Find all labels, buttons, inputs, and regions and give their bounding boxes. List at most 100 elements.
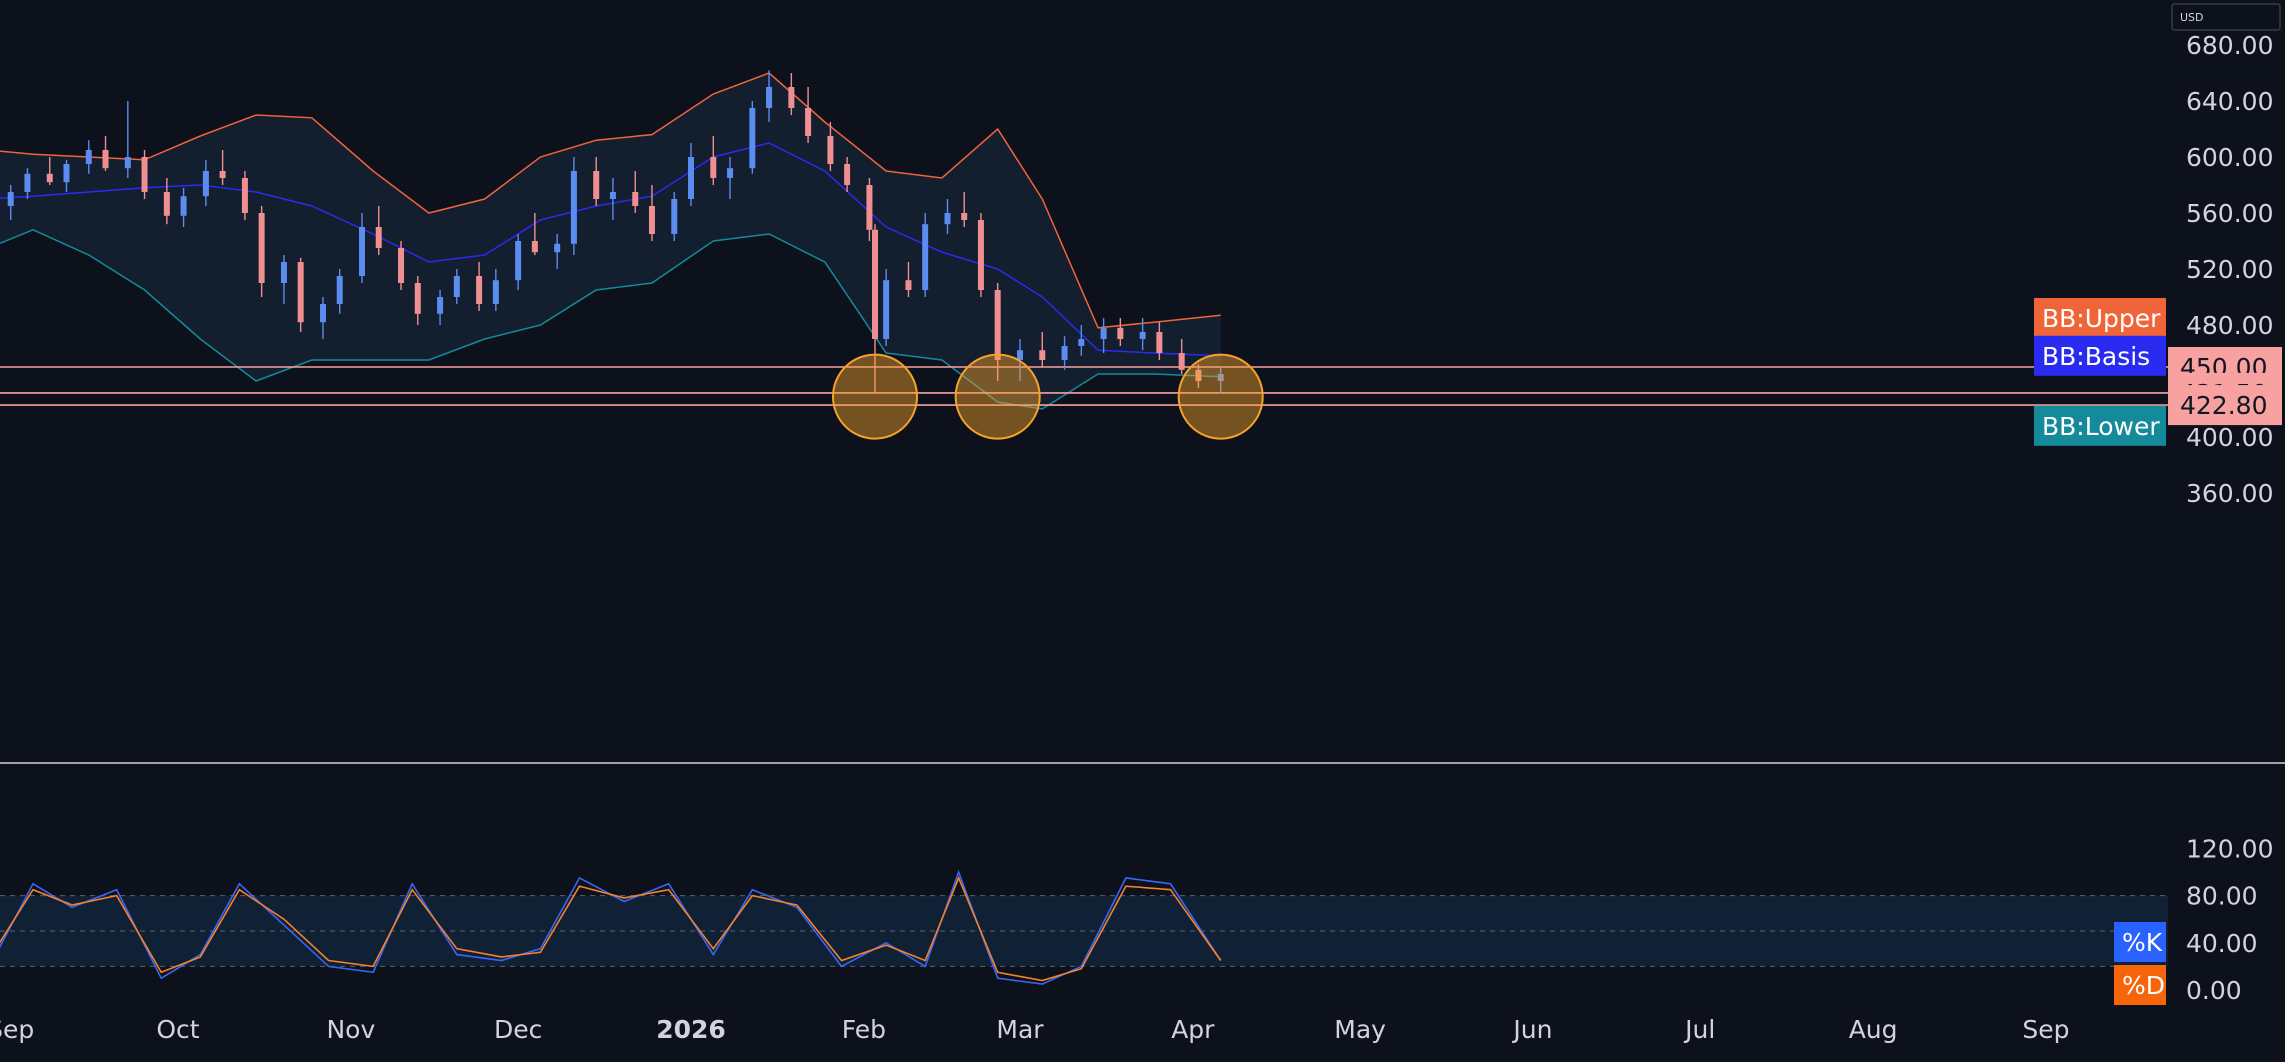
candle[interactable] [1217, 367, 1224, 394]
candle-body [749, 108, 756, 169]
candle[interactable] [844, 157, 851, 192]
candle[interactable] [515, 234, 522, 290]
candle-body [1016, 350, 1023, 360]
candle[interactable] [671, 192, 678, 241]
candle[interactable] [46, 157, 53, 185]
candle[interactable] [609, 178, 616, 220]
candle[interactable] [1178, 339, 1185, 374]
candle[interactable] [1117, 318, 1124, 346]
candle[interactable] [280, 255, 287, 304]
stoch-tag-bg [2114, 922, 2166, 962]
candle[interactable] [1061, 336, 1068, 370]
candle[interactable] [124, 101, 131, 178]
candle[interactable] [749, 101, 756, 174]
price-axis[interactable]: 680.00 640.00 600.00 560.00 520.00 480.00 400.… [2034, 31, 2282, 1005]
candle-body [219, 171, 226, 178]
candle[interactable] [453, 269, 460, 304]
indicator-tag[interactable]: BB:Lower [2034, 405, 2166, 446]
stochastic-pane[interactable] [0, 869, 2168, 985]
candle[interactable] [827, 122, 834, 171]
candle-body [1039, 350, 1046, 360]
candle[interactable] [414, 276, 421, 325]
candle[interactable] [7, 185, 14, 220]
candle[interactable] [241, 171, 248, 220]
candle[interactable] [336, 269, 343, 314]
candle[interactable] [102, 136, 109, 171]
candle[interactable] [648, 185, 655, 241]
stoch-series-tag[interactable]: %D [2114, 965, 2166, 1005]
indicator-tag[interactable]: BB:Upper [2034, 298, 2166, 338]
candle[interactable] [727, 157, 734, 199]
candle-body [336, 276, 343, 304]
indicator-tag-text: BB:Lower [2042, 412, 2160, 441]
candle[interactable] [141, 150, 148, 199]
price-pane[interactable] [0, 70, 2168, 440]
candle[interactable] [872, 224, 878, 394]
candle[interactable] [1156, 322, 1163, 360]
candle[interactable] [202, 159, 209, 206]
candle[interactable] [570, 157, 577, 255]
currency-badge[interactable]: USD [2171, 3, 2281, 31]
candle-body [977, 220, 984, 290]
time-axis-label: Nov [326, 1015, 375, 1044]
candle[interactable] [994, 283, 1001, 381]
candle[interactable] [492, 269, 499, 311]
candle-body [141, 157, 148, 192]
candle[interactable] [866, 178, 873, 241]
candle[interactable] [805, 87, 812, 143]
candle[interactable] [710, 136, 717, 185]
price-tick-label: 400.00 [2186, 423, 2273, 452]
support-circle[interactable] [1177, 353, 1264, 440]
candle[interactable] [1100, 318, 1107, 353]
candle[interactable] [375, 206, 382, 255]
candle[interactable] [961, 192, 968, 227]
candle[interactable] [63, 159, 70, 192]
candle[interactable] [788, 73, 795, 115]
candle-body [359, 227, 366, 276]
candle[interactable] [905, 262, 912, 297]
candle-body [648, 206, 655, 234]
candle[interactable] [531, 213, 538, 255]
candle[interactable] [24, 168, 31, 199]
candle[interactable] [258, 206, 265, 297]
candle[interactable] [319, 297, 326, 339]
candle[interactable] [398, 241, 405, 290]
candle[interactable] [687, 143, 694, 206]
candle[interactable] [1039, 332, 1046, 367]
candle[interactable] [922, 213, 929, 297]
candle[interactable] [437, 290, 444, 325]
support-circle[interactable] [954, 353, 1041, 440]
candle[interactable] [554, 234, 561, 269]
candle[interactable] [476, 262, 483, 311]
candle[interactable] [297, 257, 304, 332]
time-axis-label: Apr [1171, 1015, 1215, 1044]
level-price-tag[interactable]: 422.80 [2168, 385, 2282, 426]
candle-body [961, 213, 968, 220]
support-circle[interactable] [832, 353, 918, 440]
indicator-tag[interactable]: BB:Basis [2034, 335, 2166, 376]
candle[interactable] [977, 213, 984, 297]
time-axis[interactable]: Sep Oct Nov Dec 2026 Feb Mar Apr May Jun Jul Aug Sep [0, 1015, 2070, 1044]
stoch-series-tag[interactable]: %K [2114, 922, 2166, 962]
candle[interactable] [180, 187, 187, 227]
candle[interactable] [632, 171, 639, 213]
candle-body [1100, 327, 1107, 339]
candle[interactable] [766, 70, 773, 122]
candle-body [827, 136, 834, 164]
time-axis-label: Mar [996, 1015, 1044, 1044]
candle[interactable] [85, 140, 92, 174]
candle[interactable] [1195, 364, 1202, 388]
candle-body [994, 290, 1001, 360]
candle[interactable] [1139, 318, 1146, 351]
candle-body [883, 280, 890, 339]
candle[interactable] [359, 213, 366, 283]
candle[interactable] [593, 157, 600, 206]
candle[interactable] [163, 178, 170, 225]
candle[interactable] [944, 199, 951, 234]
candle[interactable] [883, 269, 890, 346]
price-tick-label: 600.00 [2186, 143, 2273, 172]
stoch-d-line [0, 875, 1222, 982]
candle[interactable] [1078, 325, 1085, 356]
candle[interactable] [219, 150, 226, 185]
